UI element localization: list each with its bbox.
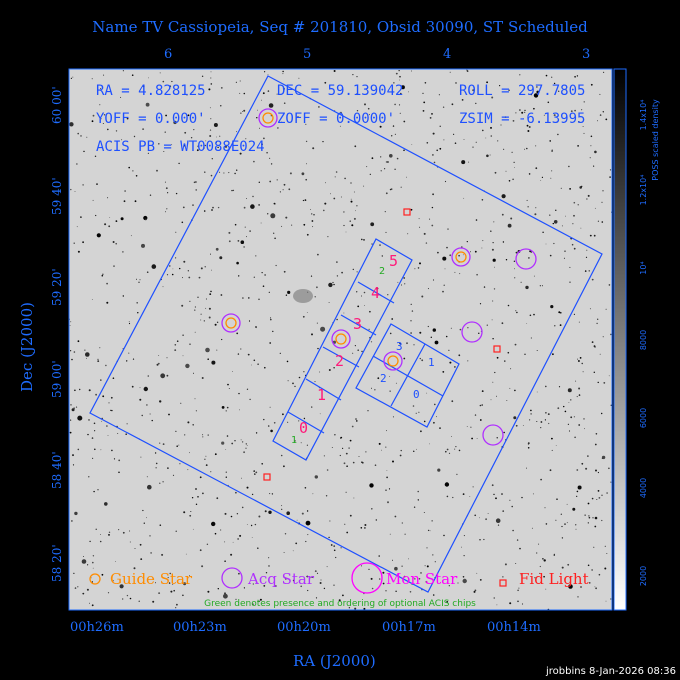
- top-tick-4: 4: [443, 47, 452, 62]
- colorbar-tick-6000: 6000: [639, 408, 648, 428]
- legend-note: Green denotes presence and ordering of o…: [204, 599, 476, 609]
- legend-guide-label: Guide Star: [110, 570, 193, 588]
- chip-label-s2: 2: [335, 352, 344, 370]
- info-zoff: ZOFF = 0.0000': [277, 111, 395, 127]
- optional-chip-label-2: 2: [379, 266, 385, 277]
- chip-label-i0: 0: [413, 388, 420, 401]
- colorbar-tick-1.4e4: 1.4x10⁴: [639, 100, 648, 131]
- plot-frame: [68, 68, 613, 611]
- bottom-tick-00h20m: 00h20m: [277, 620, 331, 635]
- info-zsim: ZSIM = -6.13995: [459, 111, 585, 127]
- legend-guide-icon: [89, 573, 101, 585]
- background-stars: [69, 69, 612, 610]
- fid-lights: [263, 208, 501, 481]
- y-axis-label: Dec (J2000): [18, 302, 36, 392]
- colorbar-tick-2000: 2000: [639, 566, 648, 586]
- galaxy-smudge: [293, 289, 313, 303]
- left-tick-59-20: 59 20': [50, 268, 64, 306]
- chip-label-i3: 3: [396, 340, 403, 353]
- legend-fid-icon: [499, 579, 507, 587]
- bottom-tick-00h26m: 00h26m: [70, 620, 124, 635]
- legend-mon-label: Mon Star: [386, 570, 458, 588]
- bottom-tick-00h17m: 00h17m: [382, 620, 436, 635]
- field-outline: [89, 75, 603, 593]
- top-tick-5: 5: [303, 47, 312, 62]
- plot-title: Name TV Cassiopeia, Seq # 201810, Obsid …: [92, 18, 588, 36]
- chip-label-s5: 5: [389, 252, 398, 270]
- legend-mon-icon: [351, 562, 383, 594]
- colorbar-tick-1.2e4: 1.2x10⁴: [639, 175, 648, 206]
- legend: Guide Star Acq Star Mon Star Fid Light G…: [89, 562, 589, 609]
- colorbar-tick-4000: 4000: [639, 478, 648, 498]
- colorbar-tick-8000: 8000: [639, 330, 648, 350]
- left-tick-59-40: 59 40': [50, 177, 64, 215]
- top-tick-6: 6: [164, 47, 173, 62]
- chip-label-i1: 1: [428, 356, 435, 369]
- info-acis: ACIS PB = WT0088E024: [96, 139, 265, 155]
- optional-chip-label-1: 1: [291, 435, 297, 446]
- left-tick-58-40: 58 40': [50, 451, 64, 489]
- colorbar: [613, 68, 627, 611]
- info-yoff: YOFF = 0.000': [96, 111, 206, 127]
- legend-fid-label: Fid Light: [519, 570, 589, 588]
- chip-label-s3: 3: [353, 315, 362, 333]
- chip-label-s1: 1: [317, 386, 326, 404]
- chip-label-s0: 0: [299, 419, 308, 437]
- top-tick-3: 3: [582, 47, 591, 62]
- chip-label-s4: 4: [371, 284, 380, 302]
- bottom-tick-00h14m: 00h14m: [487, 620, 541, 635]
- info-roll: ROLL = 297.7805: [459, 83, 585, 99]
- legend-acq-label: Acq Star: [247, 570, 315, 588]
- guide-stars: [221, 108, 471, 371]
- bottom-tick-00h23m: 00h23m: [173, 620, 227, 635]
- left-tick-60-00: 60 00': [50, 86, 64, 124]
- left-tick-58-20: 58 20': [50, 544, 64, 582]
- sky-image: [69, 69, 612, 610]
- x-axis-label: RA (J2000): [293, 652, 376, 670]
- acq-stars: [461, 248, 537, 446]
- colorbar-tick-1e4: 10⁴: [639, 261, 648, 274]
- chip-label-i2: 2: [380, 372, 387, 385]
- footer-timestamp: jrobbins 8-Jan-2026 08:36: [546, 666, 676, 677]
- legend-acq-icon: [221, 567, 243, 589]
- info-ra: RA = 4.828125: [96, 83, 206, 99]
- info-dec: DEC = 59.139042: [277, 83, 403, 99]
- acis-s-chips: [272, 238, 413, 461]
- colorbar-label: POSS scaled density: [651, 99, 660, 181]
- left-tick-59-00: 59 00': [50, 360, 64, 398]
